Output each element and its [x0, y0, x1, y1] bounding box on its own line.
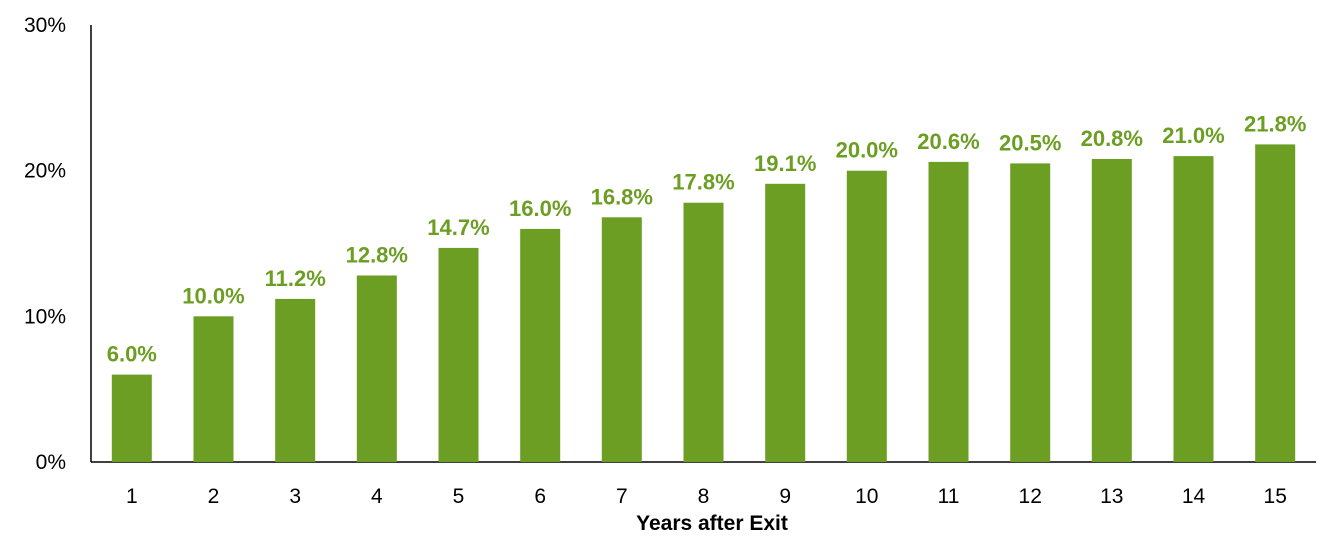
bar-value-label: 12.8%	[346, 243, 408, 268]
x-tick-label: 8	[698, 485, 710, 508]
bar-value-label: 21.0%	[1162, 123, 1224, 148]
bar-value-label: 21.8%	[1244, 111, 1306, 136]
bar-value-label: 10.0%	[182, 283, 244, 308]
bar	[520, 228, 561, 462]
x-tick-label: 1	[126, 485, 138, 508]
x-tick-label: 7	[616, 485, 628, 508]
x-tick-label: 5	[453, 485, 465, 508]
x-tick-label: 11	[938, 485, 960, 508]
bar-value-label: 20.8%	[1081, 126, 1143, 151]
y-tick-label: 20%	[24, 160, 66, 183]
bar	[438, 247, 479, 462]
bar	[275, 298, 316, 462]
bar	[111, 374, 152, 462]
x-tick-label: 13	[1100, 485, 1123, 508]
bar	[1010, 163, 1051, 462]
bar-value-label: 16.0%	[509, 196, 571, 221]
bar-value-label: 16.8%	[591, 184, 653, 209]
bar	[765, 183, 806, 463]
bar	[356, 275, 397, 462]
bar	[1091, 159, 1132, 462]
data-labels: 6.0% 10.0% 11.2% 12.8% 14.7% 16.0% 16.8% 17.8% 1…	[107, 111, 1307, 366]
y-tick-label: 30%	[24, 14, 66, 37]
x-tick-label: 14	[1182, 485, 1206, 508]
bar-value-label: 20.5%	[999, 130, 1061, 155]
y-tick-labels: 0% 10% 20% 30%	[24, 14, 66, 474]
x-tick-label: 6	[534, 485, 546, 508]
bar-value-label: 20.0%	[836, 138, 898, 163]
bar-value-label: 11.2%	[265, 266, 326, 291]
x-tick-labels: 1 2 3 4 5 6 7 8 9 10 11 12 13 14 15	[126, 485, 1287, 508]
bar-value-label: 20.6%	[917, 129, 979, 154]
x-tick-label: 4	[371, 485, 383, 508]
x-tick-label: 9	[779, 485, 791, 508]
x-axis-title: Years after Exit	[636, 512, 788, 535]
x-tick-label: 15	[1264, 485, 1287, 508]
bar	[601, 217, 642, 462]
bar-value-label: 6.0%	[107, 342, 157, 367]
bar	[928, 161, 969, 462]
bar	[683, 202, 724, 462]
x-tick-label: 12	[1019, 485, 1042, 508]
bar	[1255, 144, 1296, 462]
bars	[111, 144, 1296, 463]
x-tick-label: 3	[289, 485, 301, 508]
bar	[1173, 156, 1214, 462]
bar	[193, 316, 234, 462]
bar	[846, 170, 887, 462]
y-tick-label: 10%	[24, 305, 66, 328]
x-tick-label: 10	[855, 485, 878, 508]
bar-value-label: 17.8%	[672, 170, 734, 195]
bar-value-label: 14.7%	[427, 215, 489, 240]
y-tick-label: 0%	[36, 451, 66, 474]
x-tick-label: 2	[208, 485, 220, 508]
bar-value-label: 19.1%	[754, 151, 816, 176]
